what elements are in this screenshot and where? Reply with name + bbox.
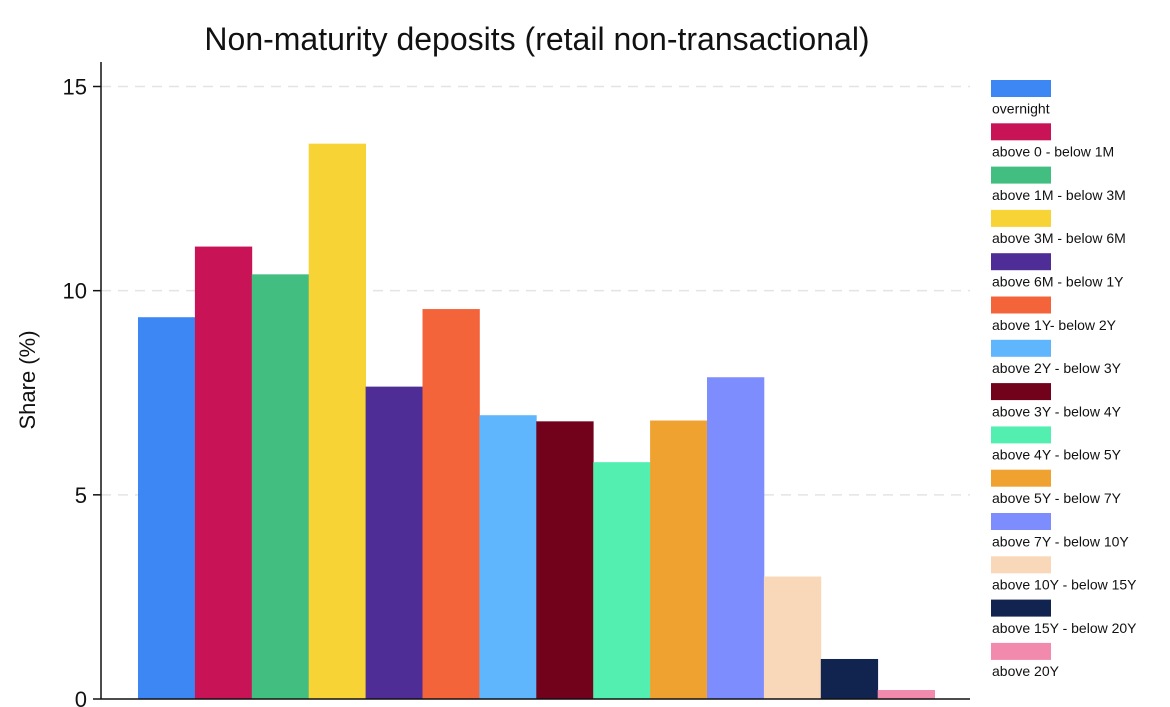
bar — [820, 658, 879, 699]
legend: overnight above 0 - below 1M above 1M - be… — [991, 80, 1137, 679]
bar — [763, 576, 822, 699]
legend-swatch — [991, 599, 1051, 617]
legend-label: above 10Y - below 15Y — [992, 577, 1137, 593]
y-tick-label: 10 — [63, 279, 87, 304]
legend-swatch — [991, 166, 1051, 184]
axes: 0 5 10 15 — [63, 62, 970, 707]
legend-swatch — [991, 253, 1051, 271]
bar — [650, 420, 708, 699]
legend-swatch — [991, 339, 1051, 357]
legend-swatch — [991, 209, 1051, 227]
bar — [707, 377, 765, 699]
y-axis-label: Share (%) — [15, 330, 40, 429]
bar — [422, 309, 480, 699]
bar — [536, 421, 594, 699]
bar — [251, 274, 310, 699]
legend-label: above 3Y - below 4Y — [992, 403, 1122, 419]
y-tick-label: 0 — [75, 687, 87, 707]
legend-label: above 5Y - below 7Y — [992, 490, 1122, 506]
legend-label: above 2Y - below 3Y — [992, 360, 1122, 376]
legend-swatch — [991, 80, 1051, 97]
legend-swatch — [991, 469, 1051, 487]
bars — [138, 143, 935, 700]
y-tick-label: 5 — [75, 483, 87, 508]
legend-swatch — [991, 556, 1051, 574]
legend-swatch — [991, 296, 1051, 314]
legend-swatch — [991, 642, 1051, 660]
bar — [138, 317, 196, 699]
bar — [308, 143, 366, 699]
y-tick-label: 15 — [63, 75, 87, 100]
bar — [365, 386, 423, 699]
legend-label: above 1Y- below 2Y — [992, 317, 1117, 333]
chart-title: Non-maturity deposits (retail non-transa… — [204, 21, 869, 57]
legend-label: above 15Y - below 20Y — [992, 620, 1137, 636]
legend-label: above 4Y - below 5Y — [992, 447, 1122, 463]
legend-label: above 7Y - below 10Y — [992, 533, 1129, 549]
bar — [479, 415, 537, 699]
legend-label: overnight — [992, 100, 1050, 116]
legend-swatch — [991, 383, 1051, 401]
legend-label: above 1M - below 3M — [992, 187, 1126, 203]
legend-label: above 3M - below 6M — [992, 230, 1126, 246]
legend-swatch — [991, 426, 1051, 444]
legend-label: above 6M - below 1Y — [992, 274, 1124, 290]
bar — [194, 246, 253, 700]
bar — [593, 462, 651, 699]
legend-swatch — [991, 513, 1051, 530]
legend-swatch — [991, 123, 1051, 141]
legend-label: above 20Y — [992, 663, 1060, 679]
legend-label: above 0 - below 1M — [992, 144, 1114, 160]
bar — [877, 690, 935, 699]
